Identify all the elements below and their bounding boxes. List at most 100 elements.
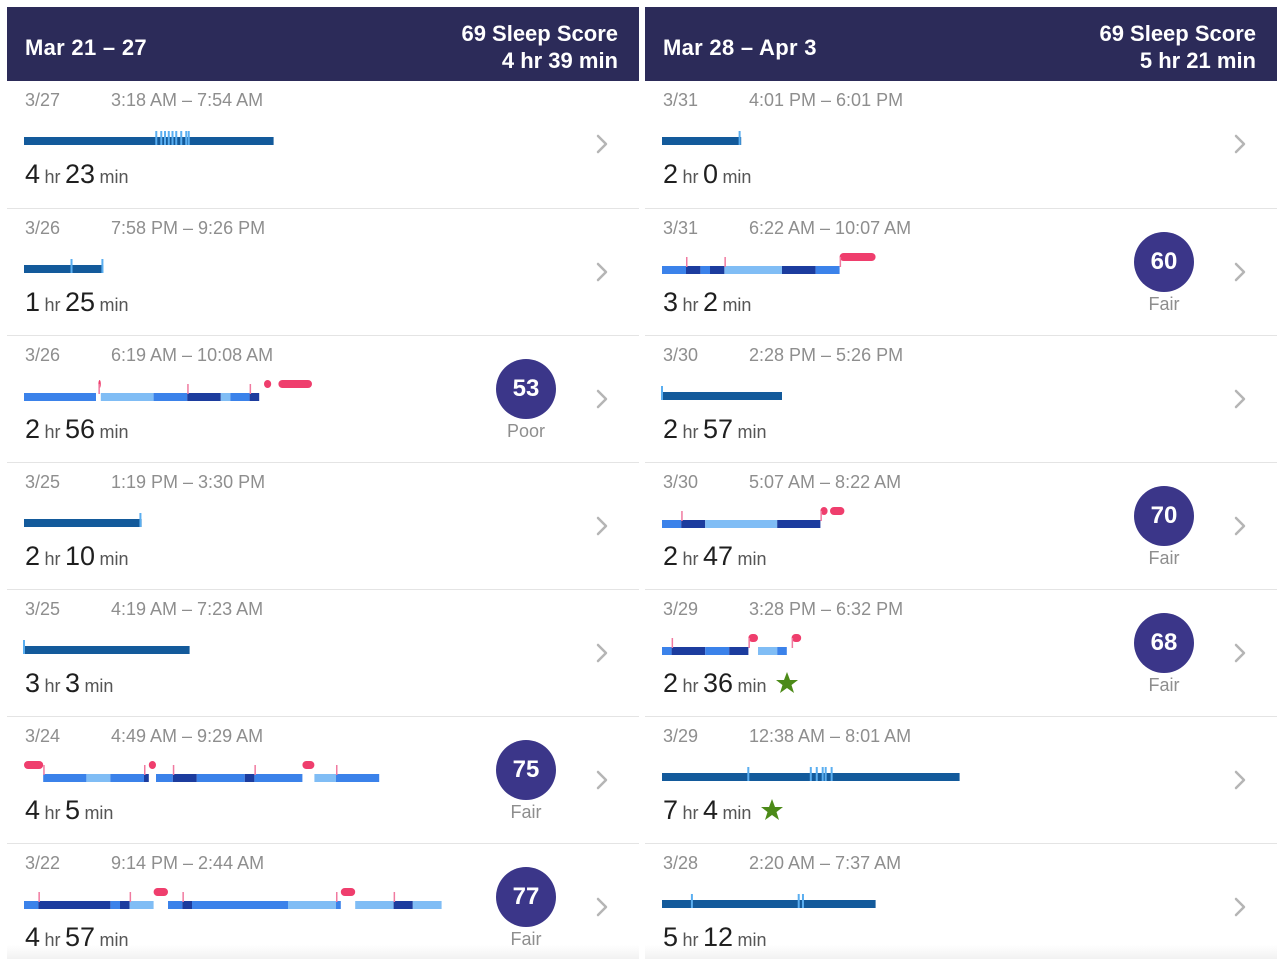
chevron-right-icon[interactable] [595,261,609,283]
restless-mark [185,131,188,145]
restless-mark [747,767,750,781]
rem-segment [314,774,336,782]
chevron-right-icon[interactable] [1233,133,1247,155]
bottom-fade [7,945,639,959]
duration-minutes: 25 [64,287,95,317]
asleep-segment [24,519,142,527]
sleep-score-badge: 53 [496,359,556,419]
log-time-range: 4:01 PM – 6:01 PM [749,90,904,110]
chevron-right-icon[interactable] [1233,769,1247,791]
right-week-panel: Mar 28 – Apr 3 69 Sleep Score 5 hr 21 mi… [645,7,1277,959]
sleep-log-row[interactable]: 3/31 4:01 PM – 6:01 PM 2 hr 0 min [645,81,1277,208]
deep-segment [172,774,197,782]
wake-tick [172,765,175,775]
awake-segment [264,380,272,388]
wake-tick [38,892,40,902]
sleep-log-row[interactable]: 3/26 6:19 AM – 10:08 AM 2 hr 56 min 53 Poor [7,335,639,463]
wake-tick [820,511,822,521]
duration-minutes: 56 [64,414,95,444]
core-segment [662,647,672,655]
restless-mark [690,894,693,908]
chevron-right-icon[interactable] [595,515,609,537]
sleep-log-row[interactable]: 3/27 3:18 AM – 7:54 AM 4 hr 23 min [7,81,639,208]
chevron-right-icon[interactable] [595,133,609,155]
duration-hours: 4 [25,922,41,952]
log-time-range: 3:28 PM – 6:32 PM [749,599,904,619]
sleep-log-row[interactable]: 3/30 5:07 AM – 8:22 AM 2 hr 47 min 70 Fair [645,462,1277,590]
wake-tick [686,257,688,267]
chevron-right-icon[interactable] [1233,896,1247,918]
core-segment [662,266,686,274]
core-segment [24,901,39,909]
bottom-fade [645,945,1277,959]
log-date: 3/26 [25,345,61,365]
sleep-log-row[interactable]: 3/28 2:20 AM – 7:37 AM 5 hr 12 min [645,843,1277,959]
chevron-right-icon[interactable] [595,388,609,410]
core-segment [777,647,787,655]
duration-hr-unit: hr [44,676,61,696]
sleep-log-row[interactable]: 3/31 6:22 AM – 10:07 AM 3 hr 2 min 60 Fair [645,208,1277,336]
wake-tick [681,511,683,521]
log-duration: 2 hr 56 min [25,414,128,445]
log-time-range: 3:18 AM – 7:54 AM [111,90,264,110]
week-range: Mar 28 – Apr 3 [663,35,817,60]
chevron-right-icon[interactable] [1233,388,1247,410]
week-avg-duration: 4 hr 39 min [501,48,618,73]
restless-mark [167,131,170,145]
sleep-stage-bar [24,380,312,401]
sleep-stage-bar [662,634,802,655]
restless-mark [23,640,25,654]
sleep-log-row[interactable]: 3/29 3:28 PM – 6:32 PM 2 hr 36 min 68 Fair [645,589,1277,717]
sleep-score-badge: 60 [1134,232,1194,292]
sleep-score-label: Fair [1148,548,1180,568]
duration-min-unit: min [722,803,752,823]
sleep-log-row[interactable]: 3/25 4:19 AM – 7:23 AM 3 hr 3 min [7,589,639,717]
core-segment [196,774,245,782]
deep-segment [686,266,701,274]
sleep-stage-bar [24,513,142,527]
chevron-right-icon[interactable] [595,896,609,918]
duration-hr-unit: hr [44,549,61,569]
restless-mark [164,131,167,145]
duration-min-unit: min [99,167,129,187]
log-duration: 2 hr 47 min [663,541,766,572]
chevron-right-icon[interactable] [1233,642,1247,664]
wake-tick [336,765,338,775]
awake-segment [791,634,802,642]
wake-tick [43,765,45,775]
goal-star-icon [776,672,799,693]
log-date: 3/26 [25,218,61,238]
wake-tick [249,384,252,394]
sleep-stage-bar [662,253,876,274]
core-segment [230,393,250,401]
sleep-log-row[interactable]: 3/29 12:38 AM – 8:01 AM 7 hr 4 min [645,716,1277,844]
log-time-range: 6:22 AM – 10:07 AM [749,218,912,238]
awake-segment [24,761,44,769]
chevron-right-icon[interactable] [595,642,609,664]
sleep-log-row[interactable]: 3/22 9:14 PM – 2:44 AM 4 hr 57 min 77 Fair [7,843,639,959]
duration-hr-unit: hr [682,549,699,569]
restless-mark [797,894,800,908]
duration-min-unit: min [722,295,752,315]
chevron-right-icon[interactable] [1233,261,1247,283]
log-date: 3/30 [663,472,699,492]
sleep-log-row[interactable]: 3/26 7:58 PM – 9:26 PM 1 hr 25 min [7,208,639,336]
deep-segment [393,901,413,909]
duration-min-unit: min [737,676,767,696]
sleep-log-row[interactable]: 3/25 1:19 PM – 3:30 PM 2 hr 10 min [7,462,639,590]
restless-mark [809,767,812,781]
sleep-stage-bar [24,259,104,273]
wake-tick [129,892,132,902]
sleep-log-row[interactable]: 3/30 2:28 PM – 5:26 PM 2 hr 57 min [645,335,1277,463]
awake-segment [839,253,876,261]
chevron-right-icon[interactable] [595,769,609,791]
core-segment [815,266,840,274]
sleep-log-row[interactable]: 3/24 4:49 AM – 9:29 AM 4 hr 5 min 75 Fair [7,716,639,844]
sleep-score-label: Fair [1148,675,1180,695]
log-date: 3/29 [663,599,699,619]
rem-segment [412,901,442,909]
awake-segment [302,761,315,769]
asleep-segment [662,392,782,400]
chevron-right-icon[interactable] [1233,515,1247,537]
duration-hr-unit: hr [44,295,61,315]
